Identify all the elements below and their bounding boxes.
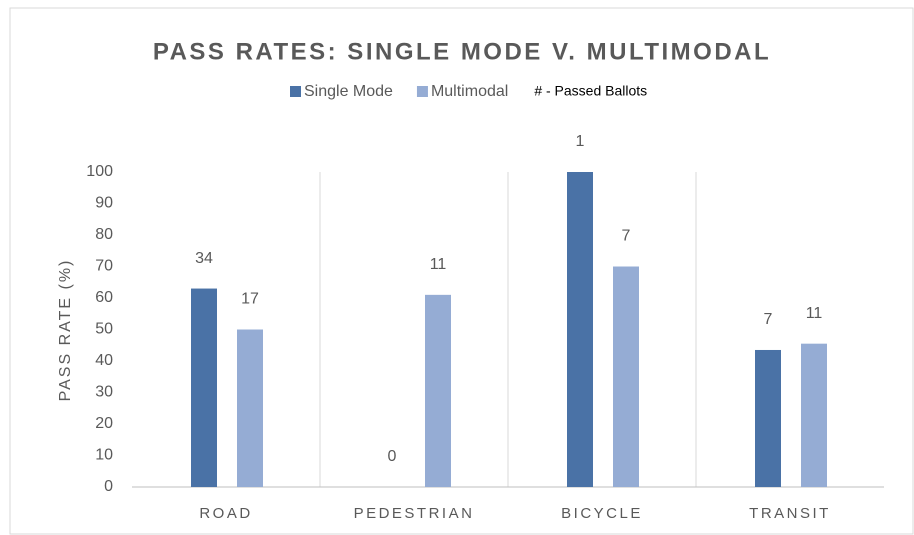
y-tick-label: 0 bbox=[104, 478, 113, 495]
y-tick-label: 80 bbox=[95, 226, 113, 243]
legend-swatch bbox=[290, 86, 301, 97]
chart-title: PASS RATES: SINGLE MODE V. MULTIMODAL bbox=[153, 38, 771, 65]
x-tick-label: BICYCLE bbox=[561, 505, 643, 522]
legend-label: Single Mode bbox=[304, 83, 393, 100]
data-label: 17 bbox=[241, 291, 259, 308]
chart-frame bbox=[9, 7, 914, 535]
x-tick-label: TRANSIT bbox=[749, 505, 831, 522]
data-label: 34 bbox=[195, 250, 213, 267]
bar bbox=[237, 329, 263, 487]
bar bbox=[755, 349, 781, 487]
bar bbox=[425, 294, 451, 487]
y-tick-label: 70 bbox=[95, 258, 113, 275]
data-label: 7 bbox=[764, 311, 773, 328]
y-tick-label: 40 bbox=[95, 352, 113, 369]
y-tick-label: 50 bbox=[95, 321, 113, 338]
x-tick-label: PEDESTRIAN bbox=[354, 505, 475, 522]
y-tick-label: 30 bbox=[95, 384, 113, 401]
bar bbox=[191, 288, 217, 487]
y-tick-label: 20 bbox=[95, 415, 113, 432]
y-tick-label: 100 bbox=[86, 163, 113, 180]
data-label: 11 bbox=[806, 305, 823, 322]
data-label: 1 bbox=[576, 133, 585, 150]
y-tick-label: 90 bbox=[95, 195, 113, 212]
bar bbox=[613, 266, 639, 487]
y-tick-label: 60 bbox=[95, 289, 113, 306]
y-tick-label: 10 bbox=[95, 447, 113, 464]
data-label: 7 bbox=[622, 228, 631, 245]
y-axis-label: PASS RATE (%) bbox=[57, 259, 74, 402]
legend-note: # - Passed Ballots bbox=[534, 83, 647, 99]
bar bbox=[567, 172, 593, 487]
bar bbox=[801, 343, 827, 487]
data-label: 11 bbox=[430, 256, 447, 273]
data-label: 0 bbox=[388, 448, 397, 465]
legend-swatch bbox=[416, 86, 428, 97]
legend-label: Multimodal bbox=[431, 83, 508, 100]
x-tick-label: ROAD bbox=[199, 505, 252, 522]
